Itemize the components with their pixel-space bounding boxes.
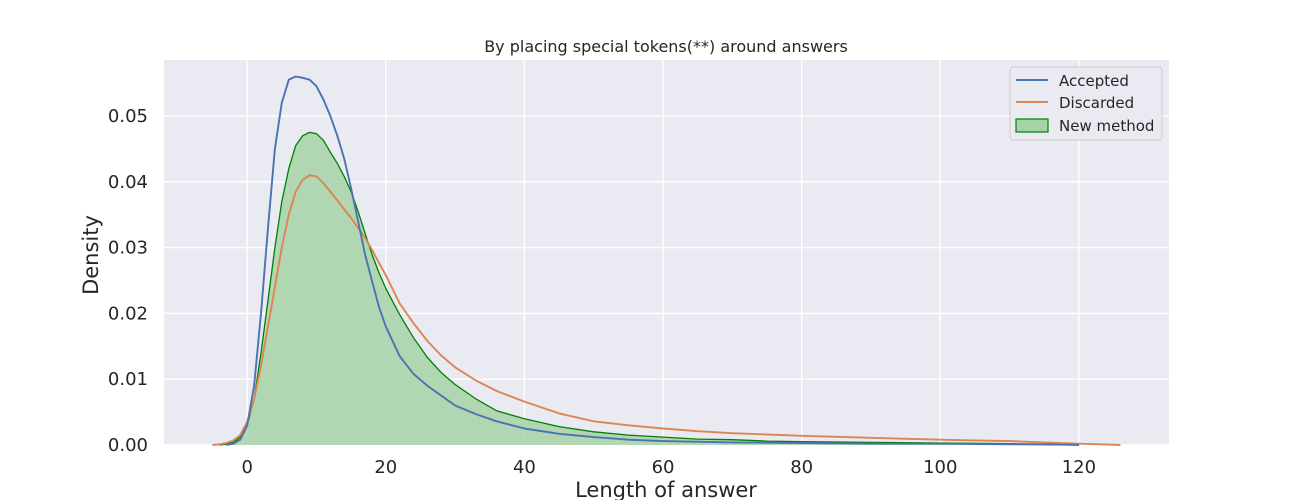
legend: Accepted Discarded New method <box>1009 66 1163 141</box>
series-new-method-area <box>219 132 1079 445</box>
x-tick-label: 120 <box>1062 457 1096 478</box>
legend-new-method-swatch <box>1015 118 1049 133</box>
x-axis-ticks: 0 20 40 60 80 100 120 <box>241 457 1096 478</box>
y-tick-label: 0.00 <box>108 435 148 456</box>
series-discarded-line <box>212 174 1121 446</box>
x-tick-label: 20 <box>374 457 397 478</box>
y-tick-label: 0.03 <box>108 238 148 259</box>
legend-new-method-label: New method <box>1059 117 1154 135</box>
y-tick-label: 0.01 <box>108 369 148 390</box>
y-tick-label: 0.04 <box>108 172 148 193</box>
y-tick-label: 0.05 <box>108 106 148 127</box>
x-tick-label: 80 <box>790 457 813 478</box>
x-tick-label: 100 <box>923 457 957 478</box>
y-axis-ticks: 0.00 0.01 0.02 0.03 0.04 0.05 <box>108 106 148 456</box>
x-tick-label: 0 <box>241 457 252 478</box>
series-new-method-line <box>219 131 1079 446</box>
x-tick-label: 40 <box>513 457 536 478</box>
y-axis-title: Density <box>79 215 103 295</box>
x-axis-title: Length of answer <box>575 478 757 500</box>
series-accepted-line <box>226 75 1079 446</box>
chart-title: By placing special tokens(**) around ans… <box>484 37 848 56</box>
x-tick-label: 60 <box>652 457 675 478</box>
series-layer <box>212 75 1121 446</box>
y-tick-label: 0.02 <box>108 303 148 324</box>
legend-accepted-label: Accepted <box>1059 72 1129 90</box>
legend-discarded-label: Discarded <box>1059 94 1134 112</box>
